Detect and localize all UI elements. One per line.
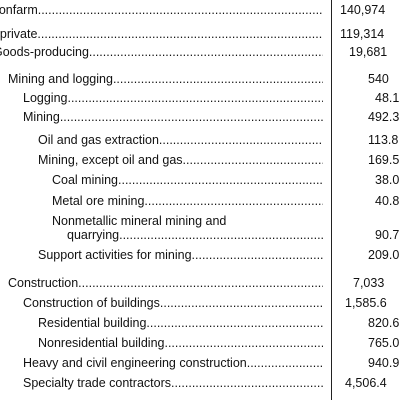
row-value: 209.0	[368, 248, 400, 262]
table-row: quarrying...............................…	[0, 226, 400, 244]
table-row: Total nonfarm...........................…	[0, 1, 400, 19]
column-divider-line	[331, 0, 332, 400]
row-label: Oil and gas extraction..................…	[38, 133, 323, 147]
table-row: Logging.................................…	[0, 89, 400, 107]
row-label: Construction............................…	[8, 276, 323, 290]
row-label: Heavy and civil engineering construction…	[23, 356, 323, 370]
row-label: Construction of buildings...............…	[23, 296, 323, 310]
row-value: 48.1	[375, 91, 400, 105]
row-value: 38.0	[375, 173, 400, 187]
row-value: 1,585.6	[345, 296, 387, 310]
row-label: Total private...........................…	[0, 27, 323, 41]
row-label: Logging.................................…	[23, 91, 323, 105]
row-label: Nonmetallic mineral mining and	[52, 214, 227, 228]
table-row: Nonresidential building.................…	[0, 334, 400, 352]
row-label: Residential building....................…	[38, 316, 323, 330]
row-value: 140,974	[340, 3, 386, 17]
row-label: Metal ore mining........................…	[52, 194, 323, 208]
row-label: Nonresidential building.................…	[38, 336, 323, 350]
table-row: Support activities for mining...........…	[0, 246, 400, 264]
row-value: 169.5	[368, 153, 400, 167]
table-row: Mining, except oil and gas..............…	[0, 151, 400, 169]
row-label: Mining and logging......................…	[8, 72, 323, 86]
row-value: 540	[368, 72, 389, 86]
row-value: 90.7	[375, 228, 400, 242]
table-row: Heavy and civil engineering construction…	[0, 354, 400, 372]
row-label: Mining..................................…	[23, 110, 323, 124]
row-value: 7,033	[353, 276, 385, 290]
row-label: Coal mining.............................…	[52, 173, 323, 187]
row-label: Goods-producing.........................…	[0, 45, 323, 59]
table-row: Specialty trade contractors.............…	[0, 374, 400, 392]
row-label: Specialty trade contractors.............…	[23, 376, 323, 390]
table-row: Oil and gas extraction..................…	[0, 131, 400, 149]
row-value: 765.0	[368, 336, 400, 350]
table-row: Coal mining.............................…	[0, 171, 400, 189]
row-value: 940.9	[368, 356, 400, 370]
row-value: 40.8	[375, 194, 400, 208]
table-row: Total private...........................…	[0, 25, 400, 43]
table-row: Goods-producing.........................…	[0, 43, 400, 61]
row-value: 492.3	[368, 110, 400, 124]
table-row: Nonmetallic mineral mining and	[0, 212, 400, 230]
table-row: Construction of buildings...............…	[0, 294, 400, 312]
table-row: Mining and logging......................…	[0, 70, 400, 88]
row-label: Total nonfarm...........................…	[0, 3, 323, 17]
table-row: Mining..................................…	[0, 108, 400, 126]
row-value: 19,681	[349, 45, 388, 59]
table-row: Residential building....................…	[0, 314, 400, 332]
table-row: Metal ore mining........................…	[0, 192, 400, 210]
row-value: 820.6	[368, 316, 400, 330]
table-row: Construction............................…	[0, 274, 400, 292]
row-value: 4,506.4	[345, 376, 387, 390]
row-value: 119,314	[340, 27, 385, 41]
row-label: quarrying...............................…	[67, 228, 323, 242]
row-value: 113.8	[368, 133, 399, 147]
row-label: Mining, except oil and gas..............…	[38, 153, 323, 167]
row-label: Support activities for mining...........…	[38, 248, 323, 262]
